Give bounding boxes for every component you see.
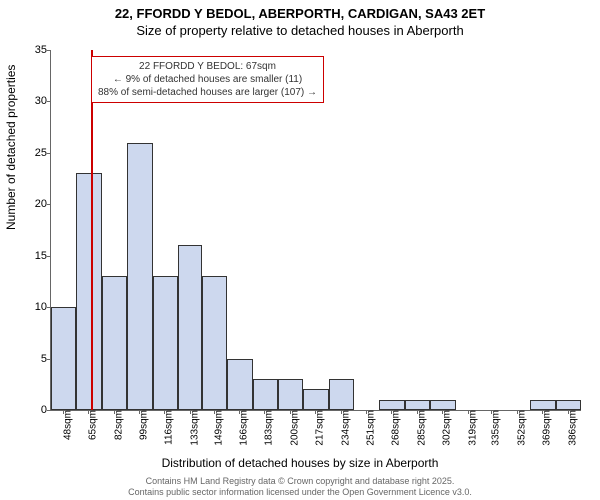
histogram-bar xyxy=(405,400,430,410)
annotation-line-1: 22 FFORDD Y BEDOL: 67sqm xyxy=(98,60,317,73)
histogram-bar xyxy=(329,379,354,410)
y-tick-mark xyxy=(47,410,51,411)
x-tick-label: 302sqm xyxy=(440,410,453,446)
x-tick-label: 99sqm xyxy=(137,410,150,440)
x-tick-label: 268sqm xyxy=(389,410,402,446)
histogram-bar xyxy=(253,379,278,410)
x-tick-label: 48sqm xyxy=(60,410,73,440)
y-tick-mark xyxy=(47,50,51,51)
x-tick-label: 133sqm xyxy=(187,410,200,446)
histogram-bar xyxy=(178,245,202,410)
x-tick-label: 352sqm xyxy=(514,410,527,446)
histogram-bar xyxy=(102,276,127,410)
x-tick-label: 369sqm xyxy=(540,410,553,446)
x-tick-label: 166sqm xyxy=(237,410,250,446)
x-tick-label: 183sqm xyxy=(262,410,275,446)
x-tick-label: 335sqm xyxy=(489,410,502,446)
y-tick-mark xyxy=(47,204,51,205)
histogram-bar xyxy=(153,276,178,410)
y-tick-mark xyxy=(47,101,51,102)
y-tick-mark xyxy=(47,153,51,154)
histogram-bar xyxy=(278,379,303,410)
histogram-bar xyxy=(556,400,581,410)
footer-line-1: Contains HM Land Registry data © Crown c… xyxy=(0,476,600,487)
histogram-bar xyxy=(530,400,555,410)
histogram-bar xyxy=(430,400,455,410)
plot-area: 0510152025303548sqm65sqm82sqm99sqm116sqm… xyxy=(50,50,581,411)
chart-subtitle: Size of property relative to detached ho… xyxy=(0,23,600,40)
histogram-bar xyxy=(76,173,101,410)
histogram-bar xyxy=(303,389,328,410)
annotation-line-3: 88% of semi-detached houses are larger (… xyxy=(98,86,317,99)
x-tick-label: 116sqm xyxy=(162,410,175,445)
footer-attribution: Contains HM Land Registry data © Crown c… xyxy=(0,476,600,498)
x-tick-label: 82sqm xyxy=(111,410,124,440)
x-tick-label: 319sqm xyxy=(465,410,478,446)
histogram-bar xyxy=(379,400,404,410)
annotation-line-2: ← 9% of detached houses are smaller (11) xyxy=(98,73,317,86)
x-tick-label: 285sqm xyxy=(414,410,427,446)
chart-container: 22, FFORDD Y BEDOL, ABERPORTH, CARDIGAN,… xyxy=(0,0,600,500)
x-tick-label: 149sqm xyxy=(211,410,224,446)
x-axis-label: Distribution of detached houses by size … xyxy=(0,456,600,470)
x-tick-label: 386sqm xyxy=(565,410,578,446)
histogram-bar xyxy=(227,359,252,410)
x-tick-label: 217sqm xyxy=(313,410,326,446)
x-tick-label: 251sqm xyxy=(364,410,377,446)
footer-line-2: Contains public sector information licen… xyxy=(0,487,600,498)
histogram-bar xyxy=(127,143,152,410)
reference-marker-line xyxy=(91,50,93,410)
x-tick-label: 234sqm xyxy=(338,410,351,446)
y-tick-mark xyxy=(47,256,51,257)
histogram-bar xyxy=(202,276,227,410)
annotation-box: 22 FFORDD Y BEDOL: 67sqm← 9% of detached… xyxy=(91,56,324,103)
x-tick-label: 200sqm xyxy=(287,410,300,446)
chart-title: 22, FFORDD Y BEDOL, ABERPORTH, CARDIGAN,… xyxy=(0,0,600,23)
histogram-bar xyxy=(51,307,76,410)
x-tick-label: 65sqm xyxy=(86,410,99,440)
y-axis-label: Number of detached properties xyxy=(4,65,18,230)
